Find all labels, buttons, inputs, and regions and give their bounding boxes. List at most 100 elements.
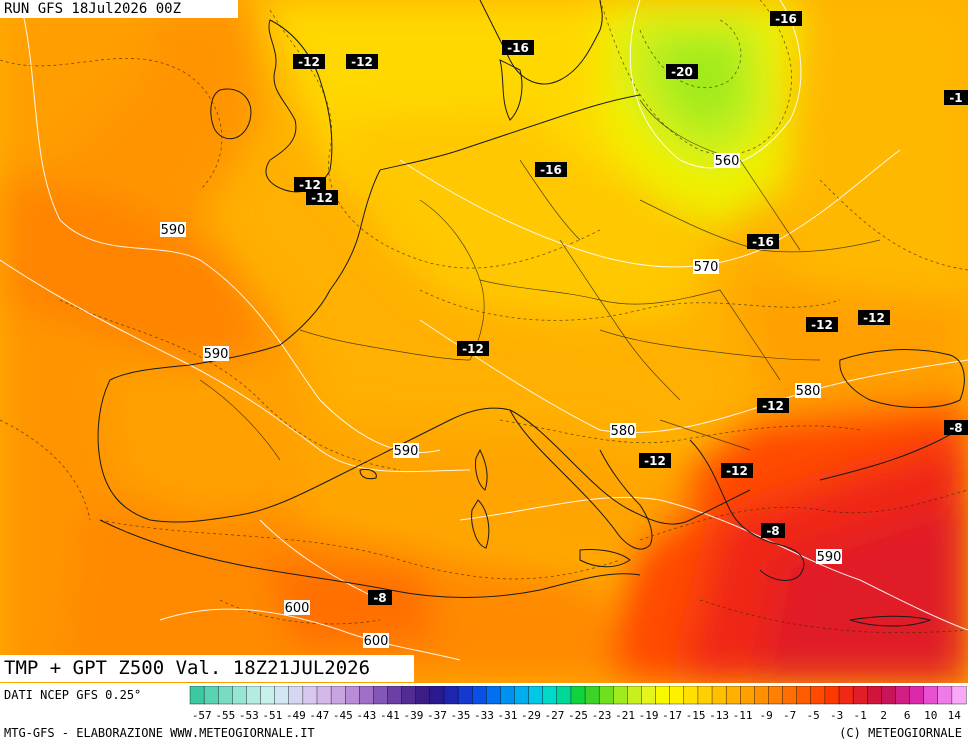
legend-tick-label: -43 [356, 709, 376, 722]
svg-text:590: 590 [204, 347, 229, 362]
temperature-label: -8 [368, 590, 392, 605]
geopotential-label: 600 [284, 600, 310, 616]
legend-swatch [683, 686, 699, 705]
svg-text:-12: -12 [762, 399, 784, 413]
elaboration-credit: MTG-GFS - ELABORAZIONE WWW.METEOGIORNALE… [4, 726, 315, 740]
temperature-label: -12 [306, 190, 338, 205]
svg-text:-12: -12 [298, 55, 320, 69]
legend-tick-label: -29 [521, 709, 541, 722]
legend-swatch [598, 686, 614, 705]
svg-text:600: 600 [285, 601, 310, 616]
temperature-label: -12 [721, 463, 753, 478]
temperature-isolines [0, 0, 968, 634]
geopotential-labels: 590 590 590 560 570 580 580 590 600 600 [160, 153, 842, 649]
legend-swatch [810, 686, 826, 705]
svg-text:-12: -12 [311, 191, 333, 205]
legend-swatch [415, 686, 431, 705]
legend-tick-label: -7 [783, 709, 796, 722]
svg-text:570: 570 [694, 260, 719, 275]
legend-tick-label: -37 [427, 709, 447, 722]
svg-text:-8: -8 [766, 524, 779, 538]
legend-tick-label: -25 [568, 709, 588, 722]
legend-swatch [274, 686, 290, 705]
legend-tick-label: -47 [309, 709, 329, 722]
legend-tick-label: -31 [498, 709, 518, 722]
legend-swatch [782, 686, 798, 705]
svg-text:-12: -12 [863, 311, 885, 325]
legend-swatch [542, 686, 558, 705]
legend-swatch [302, 686, 318, 705]
map-title: TMP + GPT Z500 Val. 18Z21JUL2026 [0, 655, 414, 682]
svg-text:580: 580 [611, 424, 636, 439]
legend-tick-label: -1 [854, 709, 867, 722]
legend-tick-label: -27 [545, 709, 565, 722]
geopotential-contours [0, 0, 968, 661]
legend-swatch [260, 686, 276, 705]
legend-swatch [895, 686, 911, 705]
legend-tick-label: -51 [262, 709, 282, 722]
temperature-label: -12 [457, 341, 489, 356]
legend-tick-label: -39 [403, 709, 423, 722]
temperature-label: -16 [502, 40, 534, 55]
temperature-label: -12 [858, 310, 890, 325]
svg-text:590: 590 [394, 444, 419, 459]
svg-text:590: 590 [817, 550, 842, 565]
legend-tick-label: -41 [380, 709, 400, 722]
legend-tick-label: -5 [807, 709, 820, 722]
legend-swatch [486, 686, 501, 705]
temperature-label: -16 [770, 11, 802, 26]
legend-tick-label: -3 [830, 709, 843, 722]
legend-swatch [457, 686, 473, 705]
legend-swatch [627, 686, 642, 705]
legend-swatch [556, 686, 572, 705]
legend-swatch [881, 686, 896, 705]
svg-text:-12: -12 [726, 464, 748, 478]
temperature-label: -12 [806, 317, 838, 332]
legend-swatch [330, 686, 346, 705]
legend-tick-label: -53 [239, 709, 259, 722]
geopotential-label: 590 [160, 222, 186, 238]
legend-swatch [796, 686, 812, 705]
svg-text:590: 590 [161, 223, 186, 238]
temperature-label: -12 [294, 177, 326, 192]
legend-swatch [852, 686, 868, 705]
legend-tick-label: -57 [192, 709, 212, 722]
legend-tick-label: 2 [880, 709, 887, 722]
geopotential-label: 600 [363, 633, 389, 649]
legend-tick-label: 6 [904, 709, 911, 722]
legend-swatch [246, 686, 262, 705]
legend-swatch [725, 686, 741, 705]
temperature-label: -12 [639, 453, 671, 468]
legend-tick-label: -49 [286, 709, 306, 722]
legend-tick-label: -45 [333, 709, 353, 722]
geopotential-label: 580 [795, 383, 821, 399]
geopotential-label: 590 [393, 443, 419, 459]
legend-swatch [923, 686, 939, 705]
legend-swatch [740, 686, 755, 705]
legend-tick-label: 14 [948, 709, 962, 722]
legend-swatch [641, 686, 657, 705]
geopotential-label: 560 [714, 153, 740, 169]
legend-swatch [584, 686, 600, 705]
svg-text:-1: -1 [949, 91, 962, 105]
legend-swatch [373, 686, 389, 705]
temperature-label: -12 [293, 54, 325, 69]
legend-swatch [429, 686, 445, 705]
color-scale-legend: -57 -55 -53 -51 -49 -47 -45 -43 -41 -39 -37 -35 -33-… [189, 686, 967, 722]
legend-tick-label: -15 [686, 709, 706, 722]
legend-swatch [471, 686, 487, 705]
geopotential-label: 590 [816, 549, 842, 565]
legend-swatches [189, 686, 967, 705]
copyright-credit: (C) METEOGIORNALE [839, 726, 962, 740]
data-source-credit: DATI NCEP GFS 0.25° [4, 688, 142, 702]
svg-text:580: 580 [796, 384, 821, 399]
temperature-label: -12 [757, 398, 789, 413]
temperature-labels: -16-16-12 -12-20-1-16-12-12-16-12 -12-12-1… [293, 11, 968, 605]
svg-text:-8: -8 [373, 591, 386, 605]
legend-swatch [401, 686, 417, 705]
svg-text:-12: -12 [811, 318, 833, 332]
geopotential-label: 580 [610, 423, 636, 439]
coastlines [97, 0, 968, 627]
legend-swatch [189, 686, 205, 705]
